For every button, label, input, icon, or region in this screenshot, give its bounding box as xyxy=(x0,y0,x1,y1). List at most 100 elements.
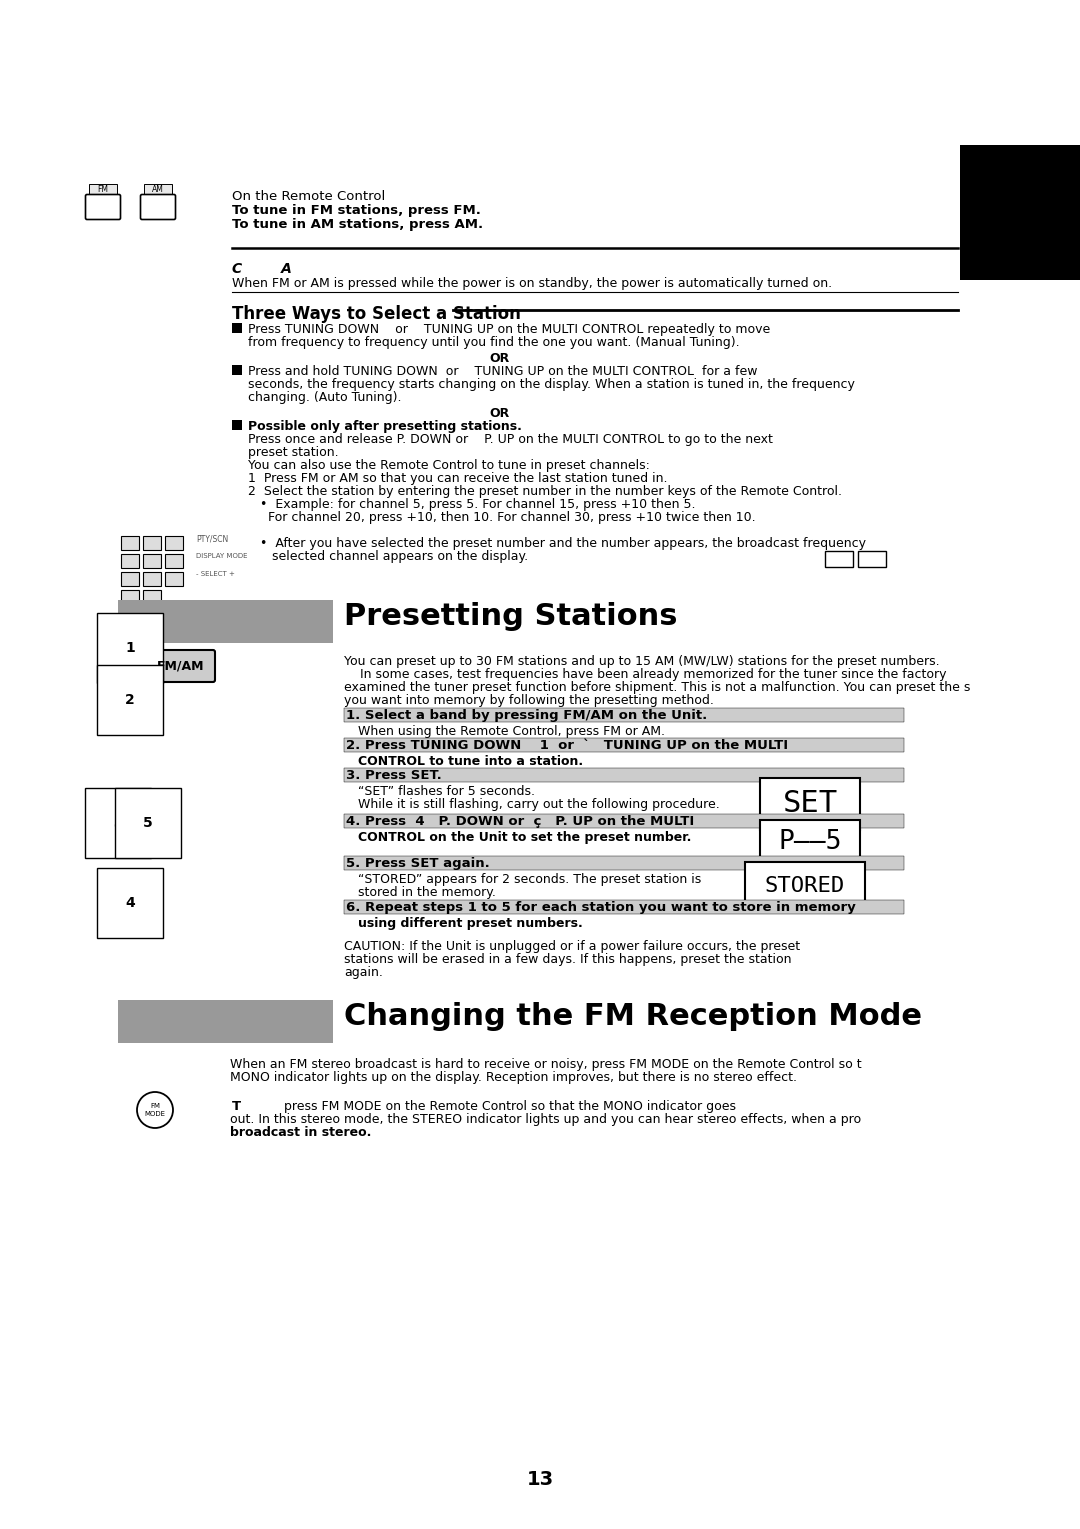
Text: To tune in FM stations, press FM.: To tune in FM stations, press FM. xyxy=(232,203,481,217)
Text: •  Example: for channel 5, press 5. For channel 15, press +10 then 5.: • Example: for channel 5, press 5. For c… xyxy=(248,498,696,511)
Text: To tune in AM stations, press AM.: To tune in AM stations, press AM. xyxy=(232,219,483,231)
Bar xyxy=(143,537,161,550)
Text: 2  Select the station by entering the preset number in the number keys of the Re: 2 Select the station by entering the pre… xyxy=(248,485,842,498)
FancyBboxPatch shape xyxy=(146,650,215,682)
Text: 2. Press TUNING DOWN    1  or  ˋ   TUNING UP on the MULTI: 2. Press TUNING DOWN 1 or ˋ TUNING UP on… xyxy=(346,739,788,752)
Bar xyxy=(345,813,904,829)
Text: When FM or AM is pressed while the power is on standby, the power is automatical: When FM or AM is pressed while the power… xyxy=(232,277,832,291)
Text: Possible only after presetting stations.: Possible only after presetting stations. xyxy=(248,420,522,433)
Bar xyxy=(118,599,333,644)
Text: stored in the memory.: stored in the memory. xyxy=(357,885,496,899)
Bar xyxy=(760,778,860,830)
Bar xyxy=(121,572,139,586)
Text: For channel 20, press +10, then 10. For channel 30, press +10 twice then 10.: For channel 20, press +10, then 10. For … xyxy=(248,511,756,524)
Text: broadcast in stereo.: broadcast in stereo. xyxy=(230,1125,372,1139)
Bar xyxy=(165,572,183,586)
Bar xyxy=(118,1000,333,1043)
Text: 2: 2 xyxy=(125,693,135,706)
Text: 1. Select a band by pressing FM/AM on the Unit.: 1. Select a band by pressing FM/AM on th… xyxy=(346,709,707,722)
Text: C        A: C A xyxy=(232,261,292,277)
Text: OR: OR xyxy=(490,352,510,365)
Bar xyxy=(825,550,853,567)
Text: DISPLAY MODE: DISPLAY MODE xyxy=(195,553,247,560)
Bar xyxy=(232,420,242,430)
Text: Three Ways to Select a Station: Three Ways to Select a Station xyxy=(232,304,521,323)
Bar xyxy=(858,550,886,567)
Bar xyxy=(232,365,242,375)
Text: selected channel appears on the display.: selected channel appears on the display. xyxy=(248,550,528,563)
Text: 3: 3 xyxy=(113,816,123,830)
FancyBboxPatch shape xyxy=(85,194,121,220)
Text: Press TUNING DOWN    or    TUNING UP on the MULTI CONTROL repeatedly to move: Press TUNING DOWN or TUNING UP on the MU… xyxy=(248,323,770,336)
Text: stations will be erased in a few days. If this happens, preset the station: stations will be erased in a few days. I… xyxy=(345,953,792,966)
Text: •  After you have selected the preset number and the number appears, the broadca: • After you have selected the preset num… xyxy=(248,537,866,550)
Text: preset station.: preset station. xyxy=(248,446,339,459)
Bar xyxy=(143,572,161,586)
Bar xyxy=(745,862,865,910)
Text: FM: FM xyxy=(97,185,108,194)
Bar xyxy=(345,768,904,781)
Bar xyxy=(165,553,183,567)
Text: again.: again. xyxy=(345,966,383,979)
Text: 1: 1 xyxy=(125,641,135,654)
Text: OR: OR xyxy=(490,407,510,420)
Text: FM/AM: FM/AM xyxy=(158,659,205,673)
Bar xyxy=(345,901,904,914)
Text: 3. Press SET.: 3. Press SET. xyxy=(346,769,442,781)
Text: Changing the FM Reception Mode: Changing the FM Reception Mode xyxy=(345,1001,922,1031)
Bar xyxy=(89,183,117,194)
Text: CONTROL to tune into a station.: CONTROL to tune into a station. xyxy=(357,755,583,768)
Bar xyxy=(143,553,161,567)
Text: changing. (Auto Tuning).: changing. (Auto Tuning). xyxy=(248,391,402,404)
Text: CONTROL on the Unit to set the preset number.: CONTROL on the Unit to set the preset nu… xyxy=(357,830,691,844)
Text: seconds, the frequency starts changing on the display. When a station is tuned i: seconds, the frequency starts changing o… xyxy=(248,378,855,391)
Text: In some cases, test frequencies have been already memorized for the tuner since : In some cases, test frequencies have bee… xyxy=(345,668,946,680)
Bar xyxy=(121,590,139,604)
Text: SET: SET xyxy=(782,789,838,818)
Text: CAUTION: If the Unit is unplugged or if a power failure occurs, the preset: CAUTION: If the Unit is unplugged or if … xyxy=(345,940,800,953)
Text: On the Remote Control: On the Remote Control xyxy=(232,190,386,203)
Bar xyxy=(345,739,904,752)
Text: from frequency to frequency until you find the one you want. (Manual Tuning).: from frequency to frequency until you fi… xyxy=(248,336,740,349)
Text: Press and hold TUNING DOWN  or    TUNING UP on the MULTI CONTROL  for a few: Press and hold TUNING DOWN or TUNING UP … xyxy=(248,365,757,378)
Bar xyxy=(143,590,161,604)
Text: You can also use the Remote Control to tune in preset channels:: You can also use the Remote Control to t… xyxy=(248,459,650,472)
Bar xyxy=(232,323,242,333)
Text: STORED: STORED xyxy=(765,876,846,896)
Text: Presetting Stations: Presetting Stations xyxy=(345,602,677,631)
Bar xyxy=(345,856,904,870)
Text: 1  Press FM or AM so that you can receive the last station tuned in.: 1 Press FM or AM so that you can receive… xyxy=(248,472,667,485)
Bar xyxy=(760,820,860,865)
Text: P––5: P––5 xyxy=(779,829,841,855)
Bar xyxy=(144,183,172,194)
Text: When using the Remote Control, press FM or AM.: When using the Remote Control, press FM … xyxy=(357,725,665,739)
Text: While it is still flashing, carry out the following procedure.: While it is still flashing, carry out th… xyxy=(357,798,719,810)
Text: 13: 13 xyxy=(526,1469,554,1489)
Text: you want into memory by following the presetting method.: you want into memory by following the pr… xyxy=(345,694,714,706)
Bar xyxy=(121,553,139,567)
Bar xyxy=(121,537,139,550)
Text: “STORED” appears for 2 seconds. The preset station is: “STORED” appears for 2 seconds. The pres… xyxy=(357,873,701,885)
Text: AM: AM xyxy=(152,185,164,194)
Text: 5. Press SET again.: 5. Press SET again. xyxy=(346,856,489,870)
Text: Press once and release P. DOWN or    P. UP on the MULTI CONTROL to go to the nex: Press once and release P. DOWN or P. UP … xyxy=(248,433,773,446)
Bar xyxy=(960,145,1080,280)
Text: examined the tuner preset function before shipment. This is not a malfunction. Y: examined the tuner preset function befor… xyxy=(345,680,970,694)
Text: T: T xyxy=(232,1099,241,1113)
Text: 5: 5 xyxy=(144,816,153,830)
Bar xyxy=(345,708,904,722)
Text: 6. Repeat steps 1 to 5 for each station you want to store in memory: 6. Repeat steps 1 to 5 for each station … xyxy=(346,901,855,914)
Text: MONO indicator lights up on the display. Reception improves, but there is no ste: MONO indicator lights up on the display.… xyxy=(230,1070,797,1084)
Text: press FM MODE on the Remote Control so that the MONO indicator goes: press FM MODE on the Remote Control so t… xyxy=(232,1099,735,1113)
FancyBboxPatch shape xyxy=(140,194,175,220)
Text: using different preset numbers.: using different preset numbers. xyxy=(357,917,583,930)
Text: “SET” flashes for 5 seconds.: “SET” flashes for 5 seconds. xyxy=(357,784,535,798)
Text: When an FM stereo broadcast is hard to receive or noisy, press FM MODE on the Re: When an FM stereo broadcast is hard to r… xyxy=(230,1058,862,1070)
Text: - SELECT +: - SELECT + xyxy=(195,570,234,576)
Text: 4. Press  4   P. DOWN or  ç   P. UP on the MULTI: 4. Press 4 P. DOWN or ç P. UP on the MUL… xyxy=(346,815,694,829)
Text: You can preset up to 30 FM stations and up to 15 AM (MW/LW) stations for the pre: You can preset up to 30 FM stations and … xyxy=(345,654,940,668)
Text: out. In this stereo mode, the STEREO indicator lights up and you can hear stereo: out. In this stereo mode, the STEREO ind… xyxy=(230,1113,861,1125)
Text: 4: 4 xyxy=(125,896,135,910)
Text: FM
MODE: FM MODE xyxy=(145,1104,165,1116)
Bar xyxy=(165,537,183,550)
